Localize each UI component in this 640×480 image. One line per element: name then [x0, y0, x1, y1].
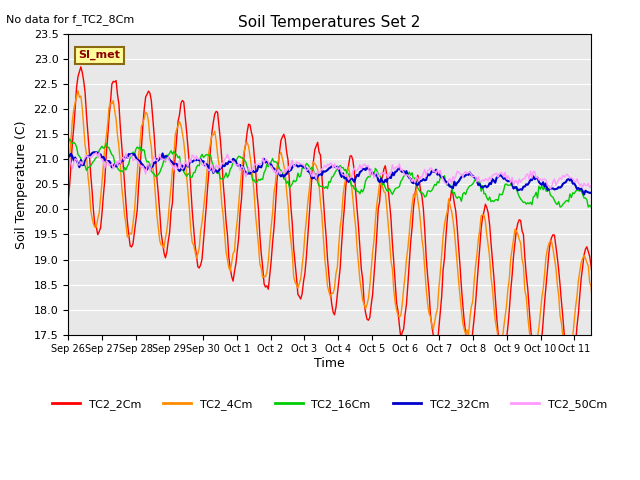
TC2_16Cm	[604, 197, 612, 203]
TC2_4Cm	[101, 145, 109, 151]
TC2_16Cm	[603, 196, 611, 202]
TC2_32Cm	[64, 151, 72, 157]
TC2_4Cm	[344, 168, 351, 174]
TC2_2Cm	[84, 131, 92, 137]
TC2_50Cm	[531, 168, 538, 174]
TC2_50Cm	[101, 165, 109, 171]
TC2_4Cm	[598, 362, 606, 368]
Line: TC2_4Cm: TC2_4Cm	[68, 91, 608, 365]
TC2_4Cm	[84, 173, 92, 179]
TC2_16Cm	[101, 144, 109, 150]
TC2_4Cm	[451, 228, 458, 234]
TC2_2Cm	[77, 64, 84, 70]
TC2_32Cm	[90, 149, 97, 155]
Text: No data for f_TC2_8Cm: No data for f_TC2_8Cm	[6, 14, 134, 25]
TC2_4Cm	[64, 172, 72, 178]
TC2_32Cm	[101, 157, 109, 163]
TC2_16Cm	[451, 190, 458, 195]
TC2_50Cm	[547, 186, 554, 192]
Y-axis label: Soil Temperature (C): Soil Temperature (C)	[15, 120, 28, 249]
Line: TC2_16Cm: TC2_16Cm	[68, 139, 608, 210]
TC2_2Cm	[451, 201, 458, 206]
TC2_2Cm	[603, 380, 611, 385]
Title: Soil Temperatures Set 2: Soil Temperatures Set 2	[239, 15, 421, 30]
TC2_16Cm	[344, 173, 351, 179]
TC2_32Cm	[83, 154, 90, 159]
TC2_16Cm	[591, 207, 599, 213]
TC2_32Cm	[603, 182, 611, 188]
TC2_4Cm	[604, 323, 612, 329]
TC2_50Cm	[451, 176, 458, 182]
TC2_2Cm	[600, 384, 607, 390]
TC2_2Cm	[531, 363, 538, 369]
Line: TC2_32Cm: TC2_32Cm	[68, 152, 608, 194]
TC2_2Cm	[344, 169, 351, 175]
Line: TC2_50Cm: TC2_50Cm	[68, 153, 608, 189]
TC2_2Cm	[101, 177, 109, 182]
TC2_2Cm	[64, 198, 72, 204]
TC2_32Cm	[451, 179, 458, 184]
TC2_16Cm	[64, 142, 72, 148]
TC2_50Cm	[603, 178, 611, 183]
TC2_4Cm	[531, 344, 538, 349]
TC2_16Cm	[66, 136, 74, 142]
TC2_50Cm	[604, 180, 612, 186]
TC2_16Cm	[84, 165, 92, 170]
TC2_50Cm	[344, 171, 351, 177]
X-axis label: Time: Time	[314, 357, 345, 370]
TC2_4Cm	[74, 88, 82, 94]
TC2_16Cm	[531, 193, 538, 199]
TC2_32Cm	[604, 185, 612, 191]
TC2_32Cm	[580, 192, 588, 197]
TC2_4Cm	[603, 340, 611, 346]
Line: TC2_2Cm: TC2_2Cm	[68, 67, 608, 387]
Text: SI_met: SI_met	[79, 50, 120, 60]
TC2_2Cm	[604, 366, 612, 372]
TC2_32Cm	[344, 178, 351, 183]
TC2_50Cm	[93, 150, 100, 156]
TC2_50Cm	[64, 154, 72, 159]
TC2_50Cm	[83, 153, 90, 158]
Legend: TC2_2Cm, TC2_4Cm, TC2_16Cm, TC2_32Cm, TC2_50Cm: TC2_2Cm, TC2_4Cm, TC2_16Cm, TC2_32Cm, TC…	[48, 395, 611, 414]
TC2_32Cm	[531, 176, 538, 182]
